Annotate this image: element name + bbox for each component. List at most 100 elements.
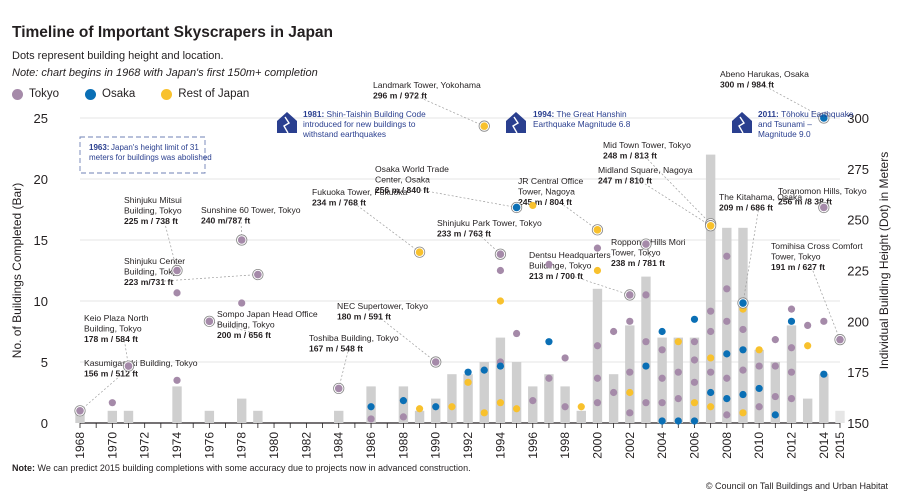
height-dot <box>690 378 699 386</box>
annotated-dot <box>496 250 505 259</box>
height-dot <box>771 336 779 344</box>
earthquake-house-icon <box>506 112 526 133</box>
height-dot <box>707 368 715 376</box>
height-dot <box>642 291 650 299</box>
bar <box>253 410 263 423</box>
y-axis-title: No. of Buildings Completed (Bar) <box>10 183 24 358</box>
annotation-name: Tower, Tokyo <box>611 248 661 258</box>
event-year: 1994: <box>533 109 557 119</box>
legend-label-osaka: Osaka <box>102 88 136 100</box>
bar <box>172 386 182 423</box>
legend-swatch-tokyo <box>12 88 23 100</box>
event-line: Tōhoku Earthquake <box>781 109 854 119</box>
height-dot <box>545 260 553 268</box>
annotated-dot <box>820 114 828 122</box>
bar <box>802 398 813 423</box>
y2-tick-label: 275 <box>847 162 869 177</box>
height-dot <box>626 368 634 376</box>
height-dot <box>723 350 731 358</box>
height-dot <box>108 399 116 407</box>
event-text: 2011: Tōhoku Earthquake <box>758 109 854 119</box>
annotated-dot <box>836 335 844 344</box>
annotation-name: Sunshine 60 Tower, Tokyo <box>201 205 301 215</box>
annotated-dot <box>512 203 521 212</box>
annotation-leader <box>414 188 517 208</box>
x-tick-label: 1984 <box>332 432 346 459</box>
x-tick-label: 1988 <box>396 432 410 459</box>
annotated-dot <box>173 266 181 275</box>
y-tick-label: 5 <box>41 355 48 370</box>
annotation-leader <box>209 320 258 335</box>
height-dot <box>707 403 715 411</box>
height-dot <box>480 409 488 417</box>
height-dot <box>723 374 731 382</box>
annotated-dot <box>124 362 133 370</box>
height-dot <box>642 399 650 407</box>
annotation-name: Shinjuku Mitsui <box>124 195 182 205</box>
height-dot <box>496 297 505 305</box>
annotation-name: Toshiba Building, Tokyo <box>309 333 399 343</box>
height-dot <box>674 395 682 403</box>
annotation-detail: 248 m / 813 ft <box>603 151 657 161</box>
height-dot <box>755 403 763 411</box>
y-tick-label: 25 <box>34 111 48 126</box>
height-dot <box>610 388 618 397</box>
height-dot <box>593 399 602 407</box>
bar <box>334 410 344 423</box>
annotation-detail: 209 m / 686 ft <box>719 203 773 213</box>
footnote-text: We can predict 2015 building completions… <box>35 463 471 473</box>
annotation-name: JR Central Office <box>518 176 583 186</box>
annotation-name: Building, Tokyo <box>124 206 182 216</box>
annotation-name: Buildinge, Tokyo <box>529 261 592 271</box>
y-tick-label: 15 <box>34 233 48 248</box>
event-year: 1981: <box>303 109 327 119</box>
annotated-dot <box>237 236 246 244</box>
y-tick-label: 0 <box>41 416 48 431</box>
height-dot <box>480 366 488 374</box>
annotation-leader <box>240 219 243 241</box>
height-dot <box>739 346 747 354</box>
height-dot <box>529 201 537 210</box>
x-tick-label: 1996 <box>526 432 540 459</box>
height-dot <box>739 390 747 399</box>
annotation-detail: 247 m / 810 ft <box>598 176 652 186</box>
annotation-name: Building, Tokyo <box>217 320 275 330</box>
height-dot <box>496 362 505 370</box>
height-dot <box>820 370 828 378</box>
annotation-name: Midland Square, Nagoya <box>598 165 693 175</box>
annotation-leader <box>557 200 598 231</box>
bar <box>495 337 506 423</box>
height-dot <box>658 399 666 407</box>
earthquake-house-icon <box>277 112 297 133</box>
annotated-dot <box>334 384 343 393</box>
height-dot <box>674 368 682 376</box>
height-dot <box>626 317 634 325</box>
crack-icon <box>283 116 290 134</box>
annotation-detail: 300 m / 984 ft <box>720 80 774 90</box>
height-dot <box>367 403 375 411</box>
x-tick-label: 1994 <box>493 432 507 459</box>
event-text: withstand earthquakes <box>302 129 386 139</box>
crack-icon <box>512 116 519 134</box>
height-dot <box>626 409 634 417</box>
bar <box>608 374 619 423</box>
height-dot <box>723 285 731 293</box>
x-tick-label: 1982 <box>299 432 313 459</box>
height-dot <box>399 397 408 405</box>
legend: Tokyo Osaka Rest of Japan <box>12 88 249 100</box>
annotated-dot <box>205 317 214 326</box>
height-dot <box>739 325 747 334</box>
earthquake-house-icon <box>732 112 752 133</box>
annotated-dot <box>254 270 262 279</box>
bar <box>75 410 85 423</box>
x-tick-label: 2008 <box>720 432 734 459</box>
height-dot <box>690 356 699 364</box>
bar <box>738 227 748 423</box>
annotation-name: Shinjuku Center <box>124 256 185 266</box>
x-tick-label: 1972 <box>138 432 152 459</box>
height-dot <box>804 342 812 350</box>
x-tick-label: 2004 <box>655 432 669 459</box>
legend-label-tokyo: Tokyo <box>29 88 60 100</box>
annotation-detail: 178 m / 584 ft <box>84 334 138 344</box>
